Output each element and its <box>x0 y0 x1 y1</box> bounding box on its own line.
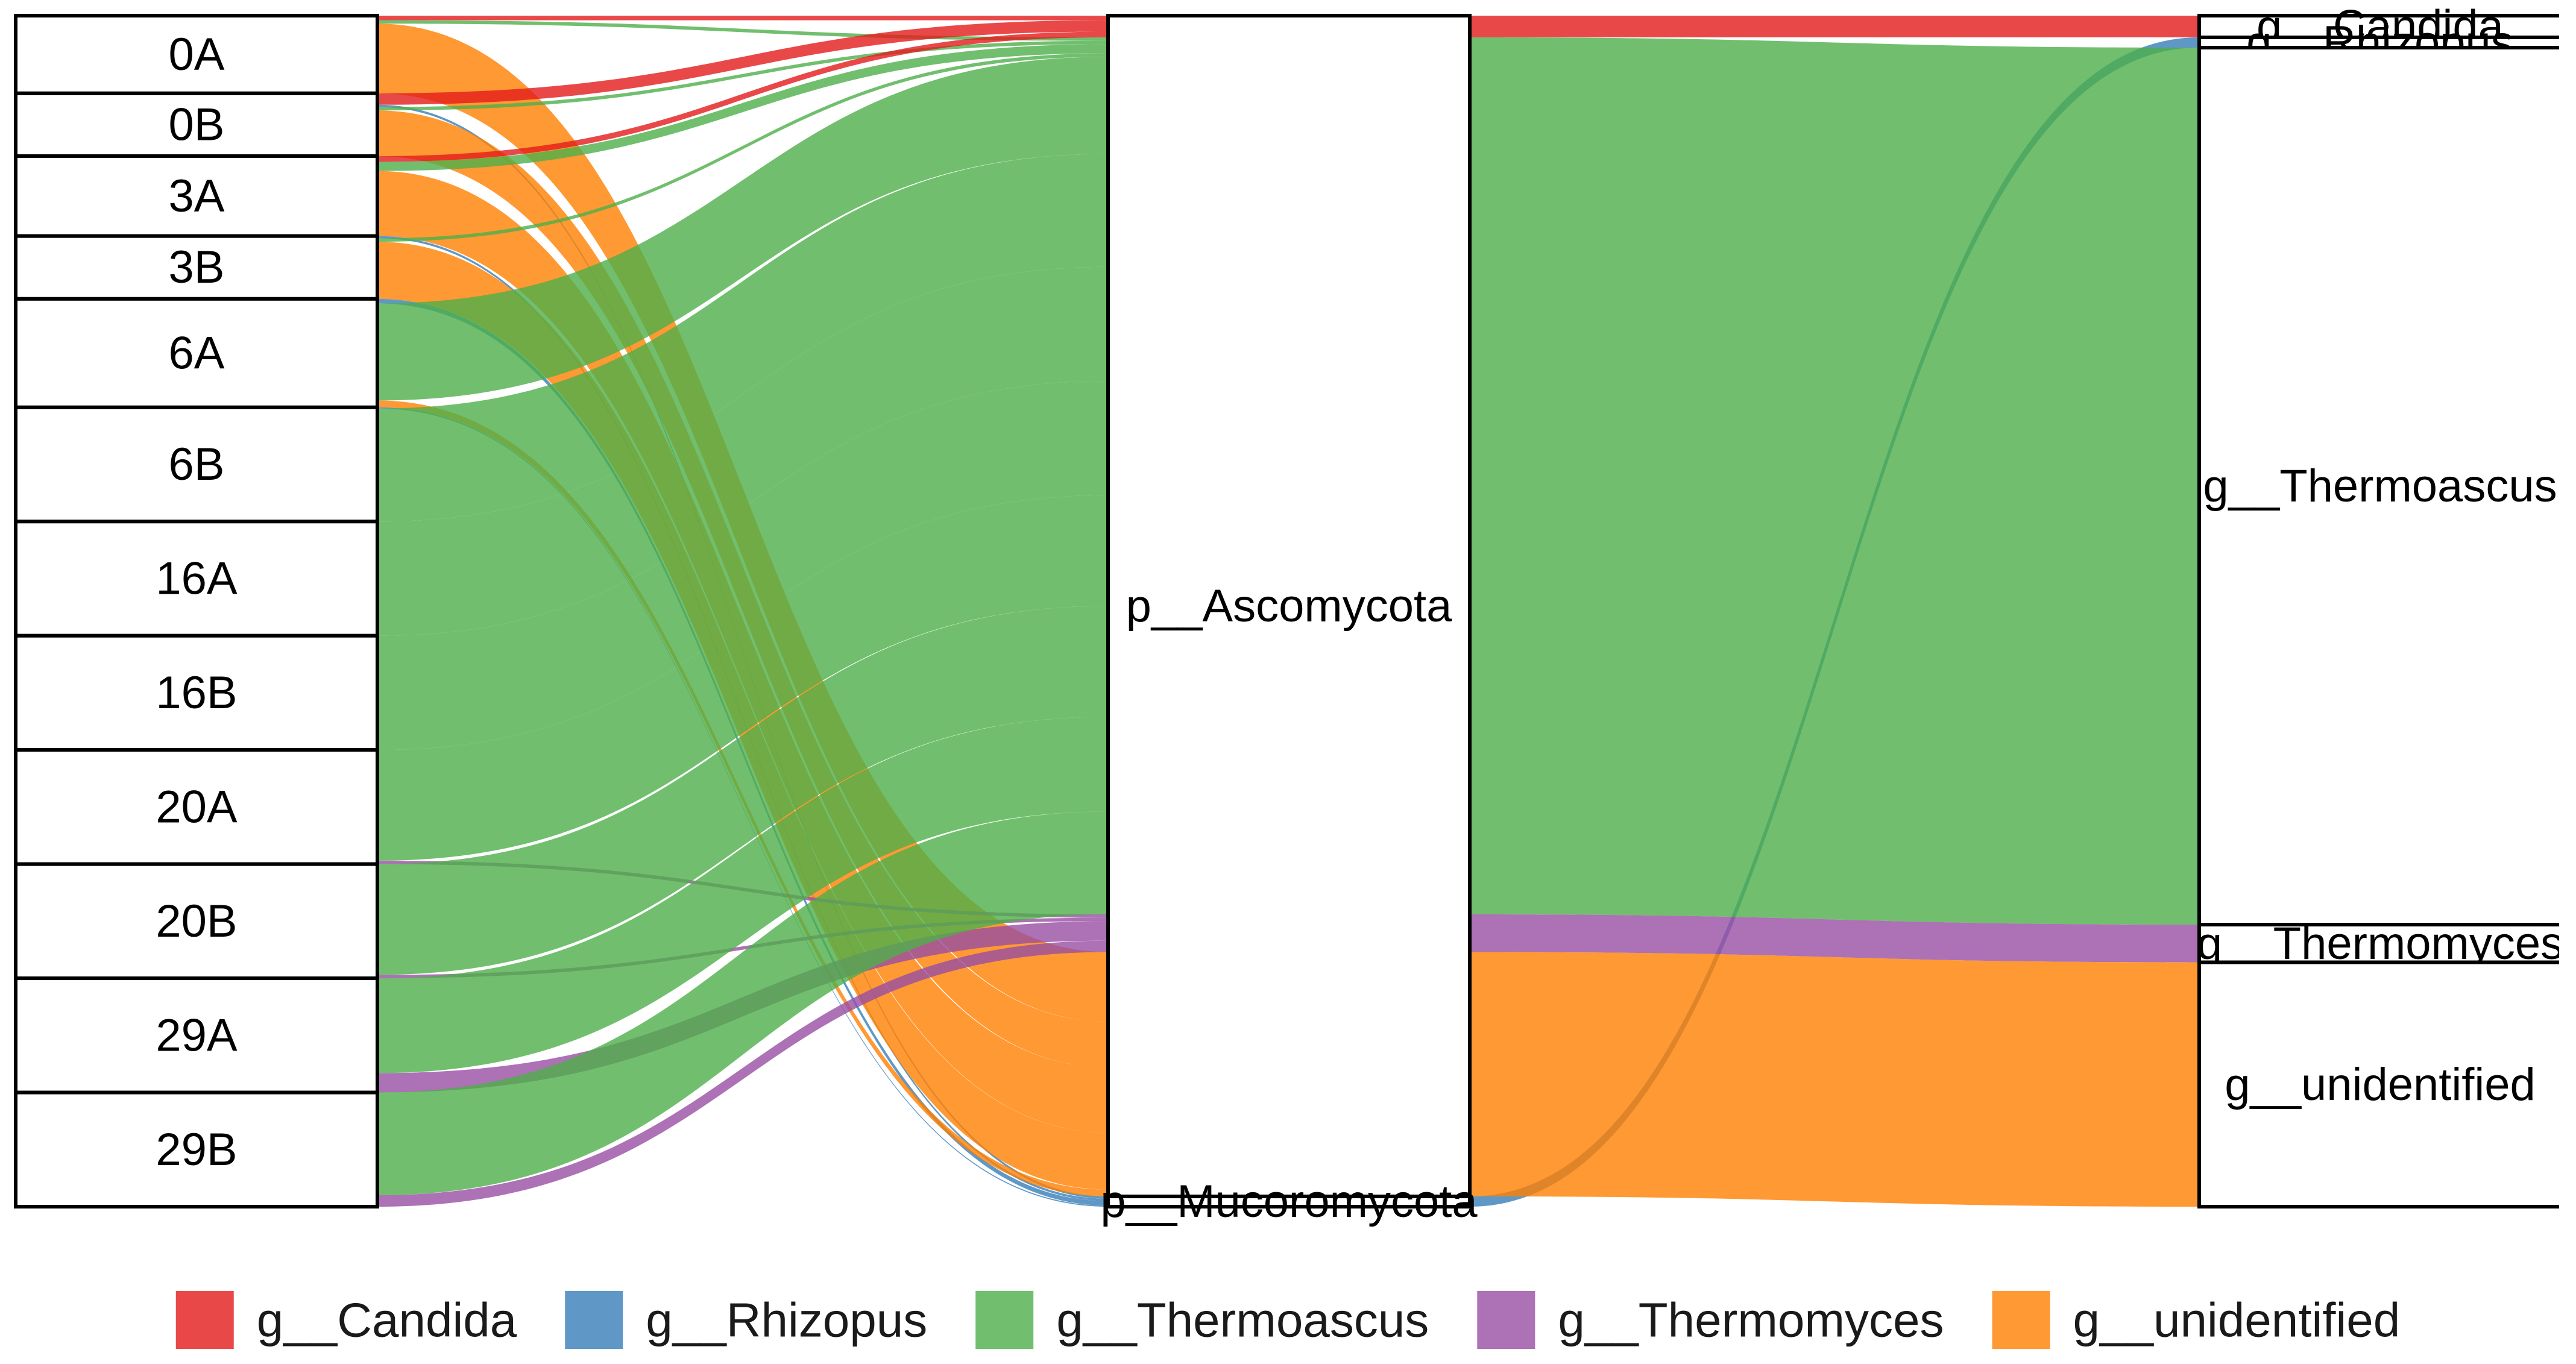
genus-node-g-unidentified: g__unidentified <box>2197 960 2559 1208</box>
flow-16a-g-thermoascus <box>377 266 1108 636</box>
flows-phylum-to-genus <box>1470 16 2199 1207</box>
sample-node-box <box>14 405 379 524</box>
legend-item-g-thermoascus: g__Thermoascus <box>975 1291 1429 1349</box>
legend-swatch <box>175 1291 234 1349</box>
sample-node-label: 29A <box>156 1010 238 1061</box>
sample-node-box <box>14 297 379 409</box>
legend-label: g__Thermomyces <box>1558 1293 1944 1347</box>
legend-label: g__unidentified <box>2073 1293 2401 1347</box>
sample-node-label: 20A <box>156 781 238 832</box>
sample-node-box <box>14 520 379 638</box>
sample-node-box <box>14 14 379 95</box>
sample-node-label: 16A <box>156 553 238 605</box>
sample-node-label: 20B <box>156 896 237 947</box>
genus-node-box <box>2197 46 2559 927</box>
sample-node-0a: 0A <box>14 14 379 95</box>
sample-node-label: 0A <box>169 29 225 80</box>
legend-label: g__Candida <box>257 1293 517 1347</box>
sample-node-0b: 0B <box>14 91 379 159</box>
sample-node-29a: 29A <box>14 976 379 1095</box>
sample-node-label: 16B <box>156 667 237 718</box>
sample-node-label: 3A <box>169 171 225 222</box>
sample-node-29b: 29B <box>14 1090 379 1209</box>
flow-16b-g-thermoascus <box>377 381 1108 750</box>
legend-item-g-rhizopus: g__Rhizopus <box>565 1291 927 1349</box>
sample-node-3b: 3B <box>14 234 379 301</box>
flow-p-ascomycota-g-unidentified <box>1470 952 2199 1207</box>
flow-p-ascomycota-g-thermomyces <box>1470 914 2199 963</box>
flow-20b-g-thermoascus <box>377 606 1108 975</box>
sample-node-label: 6B <box>169 439 225 490</box>
flow-29b-g-thermomyces <box>377 940 1108 1207</box>
phylum-node-p-mucoromycota: p__Mucoromycota <box>1100 1176 1478 1227</box>
legend-swatch <box>1992 1291 2050 1349</box>
sample-node-label: 29B <box>156 1124 237 1175</box>
flow-0b-g-thermoascus <box>377 40 1108 111</box>
legend: g__Candida g__Rhizopus g__Thermoascus g__Th… <box>175 1291 2401 1349</box>
flow-20a-g-thermoascus <box>377 495 1108 861</box>
sample-node-16a: 16A <box>14 520 379 638</box>
phylum-node-box <box>1106 14 1472 1198</box>
sample-node-label: 6A <box>169 327 225 379</box>
sample-node-20b: 20B <box>14 862 379 981</box>
sample-node-3a: 3A <box>14 154 379 238</box>
legend-swatch <box>975 1291 1034 1349</box>
nodes-layer: 0A 0B 3A 3B 6A 6B 16A 16B 20A 20B 29A 29B p__Ascomyc… <box>14 1 2559 1227</box>
flow-p-ascomycota-g-thermoascus <box>1470 37 2199 925</box>
flows-layer <box>377 16 2199 1207</box>
sample-node-6a: 6A <box>14 297 379 409</box>
sample-node-6b: 6B <box>14 405 379 524</box>
legend-item-g-unidentified: g__unidentified <box>1992 1291 2401 1349</box>
sample-node-box <box>14 748 379 866</box>
genus-node-label: g__unidentified <box>2225 1059 2536 1110</box>
flow-6a-g-thermoascus <box>377 57 1108 401</box>
phylum-node-label: p__Ascomycota <box>1126 580 1452 632</box>
flow-p-ascomycota-g-candida <box>1470 16 2199 37</box>
sample-node-box <box>14 91 379 159</box>
legend-label: g__Thermoascus <box>1056 1293 1429 1347</box>
sample-node-label: 0B <box>169 99 225 150</box>
phylum-node-box <box>1106 1194 1472 1209</box>
sample-node-box <box>14 1090 379 1209</box>
genus-node-label: g__Thermoascus <box>2203 460 2557 512</box>
flow-20b-g-thermomyces <box>377 917 1108 979</box>
legend-swatch <box>1477 1291 1535 1349</box>
flows-sample-to-phylum <box>377 16 1108 1207</box>
legend-item-g-thermomyces: g__Thermomyces <box>1477 1291 1944 1349</box>
flow-0a-g-candida <box>377 16 1108 20</box>
legend-swatch <box>565 1291 623 1349</box>
sample-node-label: 3B <box>169 242 225 293</box>
sample-node-20a: 20A <box>14 748 379 866</box>
genus-node-box <box>2197 14 2559 39</box>
sample-node-box <box>14 633 379 752</box>
flow-6b-g-thermoascus <box>377 154 1108 522</box>
sample-node-box <box>14 154 379 238</box>
legend-item-g-candida: g__Candida <box>175 1291 517 1349</box>
flow-29a-g-thermoascus <box>377 717 1108 1073</box>
phylum-node-label: p__Mucoromycota <box>1100 1176 1478 1227</box>
sample-node-box <box>14 976 379 1095</box>
sample-node-box <box>14 862 379 981</box>
genus-node-box <box>2197 960 2559 1208</box>
flow-3a-g-thermoascus <box>377 44 1108 171</box>
flow-3b-g-thermoascus <box>377 53 1108 242</box>
flow-0b-g-candida <box>377 20 1108 105</box>
genus-node-g-thermoascus: g__Thermoascus <box>2197 46 2559 927</box>
sample-node-16b: 16B <box>14 633 379 752</box>
legend-label: g__Rhizopus <box>646 1293 927 1347</box>
flow-29b-g-thermoascus <box>377 811 1108 1196</box>
flow-3a-g-candida <box>377 31 1108 162</box>
sample-node-box <box>14 234 379 301</box>
phylum-node-p-ascomycota: p__Ascomycota <box>1106 14 1472 1198</box>
